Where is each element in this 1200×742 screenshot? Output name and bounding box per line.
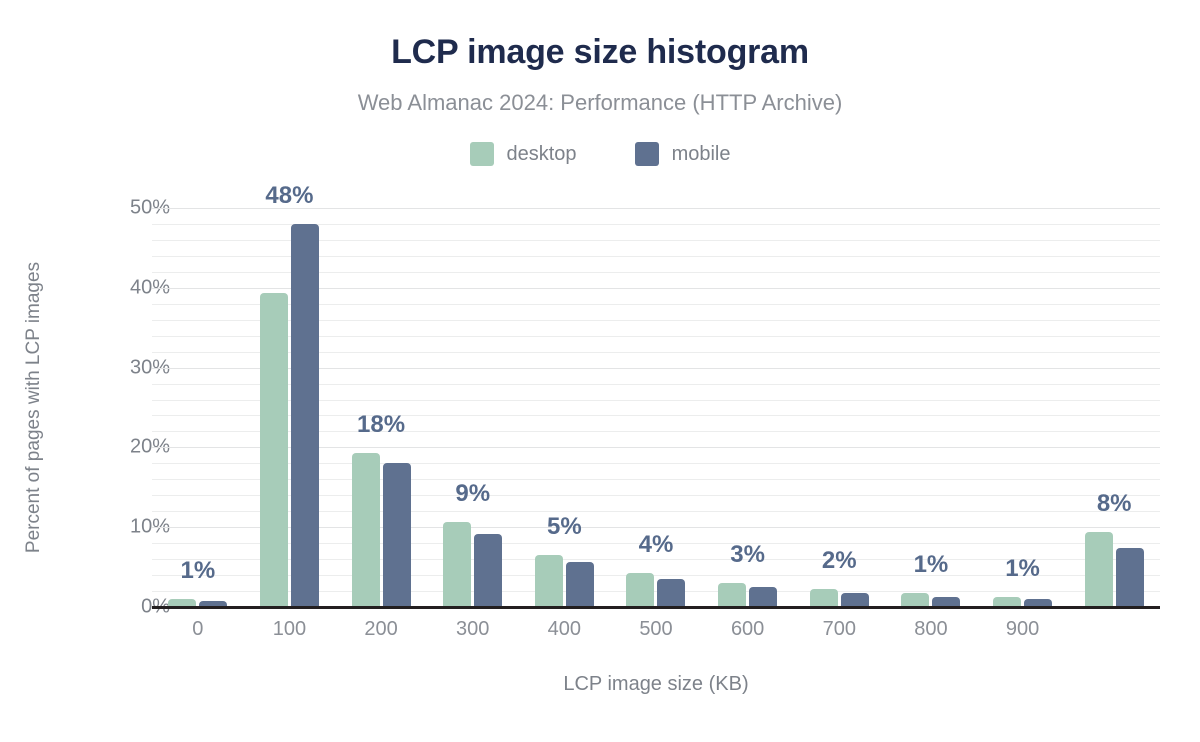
bar-value-label: 3% xyxy=(730,541,765,569)
gridline xyxy=(152,351,1160,353)
bar-mobile[interactable] xyxy=(932,597,961,607)
gridline xyxy=(152,447,1160,449)
bar-value-label: 48% xyxy=(265,181,314,209)
gridline xyxy=(152,479,1160,481)
plot-area xyxy=(152,208,1160,609)
bar-desktop[interactable] xyxy=(351,453,380,607)
gridline xyxy=(152,399,1160,401)
gridline xyxy=(152,303,1160,305)
gridline xyxy=(152,271,1160,273)
bar-mobile[interactable] xyxy=(382,463,411,607)
bar-value-label: 1% xyxy=(913,551,949,579)
bar-group xyxy=(427,208,519,607)
bar-mobile[interactable] xyxy=(1115,547,1144,607)
bar-mobile[interactable] xyxy=(199,600,228,607)
gridline xyxy=(152,383,1160,385)
y-axis-tick-label: 20% xyxy=(129,435,170,458)
gridline xyxy=(152,559,1160,561)
x-axis-tick-label: 100 xyxy=(272,618,307,640)
bar-group xyxy=(1068,208,1160,607)
bar-desktop[interactable] xyxy=(809,589,838,607)
bar-group xyxy=(244,208,336,607)
bar-value-label: 2% xyxy=(821,547,857,575)
gridline xyxy=(152,223,1160,225)
gridline xyxy=(152,495,1160,497)
chart-legend: desktop mobile xyxy=(0,142,1200,166)
legend-item-mobile[interactable]: mobile xyxy=(634,142,731,166)
bar-mobile[interactable] xyxy=(1024,599,1053,607)
legend-label-mobile: mobile xyxy=(671,142,731,165)
legend-item-desktop[interactable]: desktop xyxy=(469,142,577,166)
bar-desktop[interactable] xyxy=(718,583,747,607)
bar-desktop[interactable] xyxy=(443,521,472,607)
bar-mobile[interactable] xyxy=(290,223,319,607)
x-axis-tick-label: 600 xyxy=(730,618,765,640)
bar-value-label: 5% xyxy=(547,513,582,541)
gridline xyxy=(152,239,1160,241)
gridline xyxy=(152,255,1160,257)
bar-desktop[interactable] xyxy=(901,593,930,607)
bar-value-label: 8% xyxy=(1096,489,1132,517)
bar-group xyxy=(335,208,427,607)
bar-value-label: 18% xyxy=(357,410,406,438)
bar-mobile[interactable] xyxy=(474,533,503,607)
x-axis-tick-label: 800 xyxy=(914,618,948,640)
bar-desktop[interactable] xyxy=(993,597,1022,607)
bar-group xyxy=(519,208,611,607)
bar-group xyxy=(702,208,794,607)
y-axis-tick-label: 50% xyxy=(129,196,170,219)
gridline xyxy=(152,543,1160,545)
gridline xyxy=(152,319,1160,321)
gridline xyxy=(152,287,1160,289)
gridline xyxy=(152,431,1160,433)
bar-mobile[interactable] xyxy=(657,579,686,607)
bar-value-label: 1% xyxy=(1005,555,1040,583)
gridline xyxy=(152,463,1160,465)
y-axis-tick-label: 40% xyxy=(129,276,170,299)
bar-desktop[interactable] xyxy=(1084,532,1113,607)
x-axis-tick-label: 200 xyxy=(364,618,398,640)
bar-mobile[interactable] xyxy=(749,587,778,607)
bar-group xyxy=(977,208,1069,607)
x-axis-tick-label: 900 xyxy=(1005,618,1040,640)
gridline xyxy=(152,575,1160,577)
x-axis-line xyxy=(152,606,1160,609)
y-axis-tick-label: 30% xyxy=(129,356,170,379)
chart-subtitle: Web Almanac 2024: Performance (HTTP Arch… xyxy=(357,90,843,115)
legend-label-desktop: desktop xyxy=(506,142,577,165)
bar-desktop[interactable] xyxy=(626,573,655,607)
bar-group xyxy=(610,208,702,607)
gridline xyxy=(152,591,1160,593)
legend-swatch-desktop xyxy=(469,142,494,166)
x-axis-tick-label: 400 xyxy=(547,618,582,640)
x-axis-tick-label: 500 xyxy=(639,618,673,640)
bar-value-label: 9% xyxy=(455,479,491,507)
y-axis-tick-label: 10% xyxy=(129,515,170,538)
bar-group xyxy=(793,208,885,607)
bar-mobile[interactable] xyxy=(565,562,594,607)
bar-group xyxy=(885,208,977,607)
x-axis-tick-label: 0 xyxy=(192,618,204,640)
bar-value-label: 1% xyxy=(180,557,216,585)
gridline xyxy=(152,511,1160,513)
x-axis-tick-label: 700 xyxy=(822,618,856,640)
gridline xyxy=(152,415,1160,417)
bar-desktop[interactable] xyxy=(534,555,563,607)
bar-value-label: 4% xyxy=(638,531,674,559)
x-axis-title: LCP image size (KB) xyxy=(563,673,749,695)
gridline xyxy=(152,367,1160,369)
bar-mobile[interactable] xyxy=(840,593,869,607)
legend-swatch-mobile xyxy=(634,142,659,166)
chart-title: LCP image size histogram xyxy=(391,33,809,71)
gridline xyxy=(152,335,1160,337)
bar-group xyxy=(152,208,244,607)
gridline xyxy=(152,527,1160,529)
x-axis-tick-label: 300 xyxy=(456,618,490,640)
gridline xyxy=(152,208,1160,209)
bar-desktop[interactable] xyxy=(168,599,197,607)
bar-desktop[interactable] xyxy=(259,292,288,607)
y-axis-title: Percent of pages with LCP images xyxy=(23,261,44,554)
